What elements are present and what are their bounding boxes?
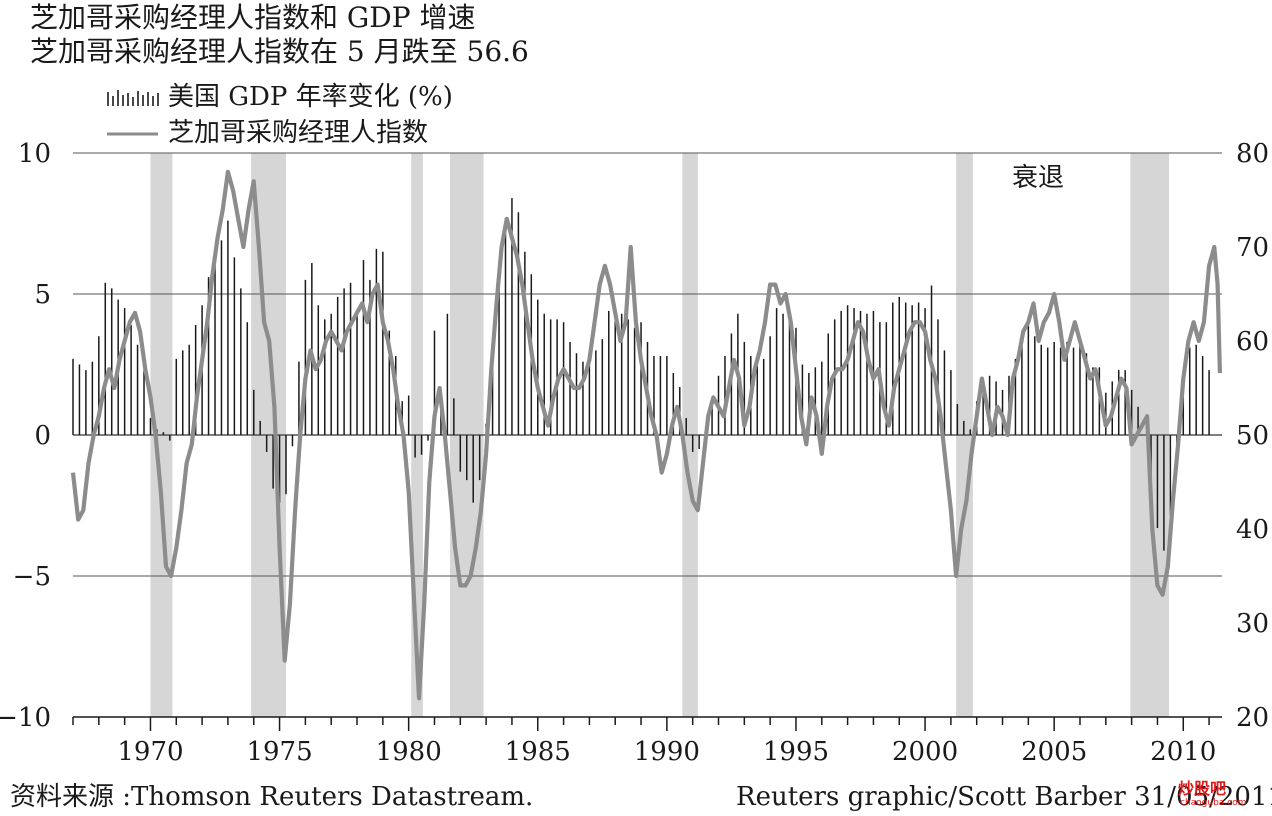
legend-item-gdp: 美国 GDP 年率变化 (%) bbox=[105, 82, 453, 112]
left-tick-label: −5 bbox=[13, 562, 51, 592]
recession-band bbox=[449, 153, 484, 717]
right-tick-label: 80 bbox=[1236, 139, 1269, 169]
bar-legend-icon bbox=[107, 90, 159, 106]
source-note: 资料来源 :Thomson Reuters Datastream. bbox=[10, 782, 534, 812]
legend-item-pmi: 芝加哥采购经理人指数 bbox=[105, 118, 428, 148]
recession-band bbox=[150, 153, 173, 717]
legend-label-gdp: 美国 GDP 年率变化 (%) bbox=[168, 82, 453, 112]
x-tick-label: 2000 bbox=[892, 737, 958, 767]
line-legend-icon bbox=[107, 132, 158, 136]
right-tick-label: 30 bbox=[1236, 609, 1269, 639]
chart-subtitle: 芝加哥采购经理人指数在 5 月跌至 56.6 bbox=[30, 35, 529, 68]
x-tick-label: 2010 bbox=[1150, 737, 1216, 767]
x-tick-label: 1990 bbox=[634, 737, 700, 767]
watermark-logo: 炒股吧 chaoguba.com bbox=[1178, 779, 1247, 809]
recession-band bbox=[1130, 153, 1170, 717]
watermark-text: 炒股吧 bbox=[1178, 779, 1227, 798]
x-tick-label: 1995 bbox=[763, 737, 829, 767]
right-tick-label: 40 bbox=[1236, 515, 1269, 545]
gridlines bbox=[73, 152, 1222, 577]
x-tick-label: 1985 bbox=[505, 737, 571, 767]
pmi-line bbox=[70, 169, 1222, 701]
right-tick-label: 50 bbox=[1236, 421, 1269, 451]
legend-label-pmi: 芝加哥采购经理人指数 bbox=[168, 118, 429, 148]
right-tick-label: 20 bbox=[1236, 703, 1269, 733]
watermark-url: chaoguba.com bbox=[1180, 798, 1247, 808]
left-tick-label: −10 bbox=[0, 703, 51, 733]
gdp-bars bbox=[72, 198, 1210, 551]
chart-title: 芝加哥采购经理人指数和 GDP 增速 bbox=[30, 1, 476, 34]
x-tick-label: 1980 bbox=[376, 737, 442, 767]
x-tick-label: 2005 bbox=[1021, 737, 1087, 767]
x-tick-label: 1970 bbox=[117, 737, 183, 767]
recession-annotation: 衰退 bbox=[1012, 163, 1064, 193]
left-tick-label: 0 bbox=[34, 421, 51, 451]
x-tick-label: 1975 bbox=[246, 737, 312, 767]
recession-bands bbox=[150, 153, 1170, 717]
pmi-series-line bbox=[70, 169, 1222, 701]
recession-band bbox=[956, 153, 973, 717]
recession-band bbox=[411, 153, 423, 717]
left-tick-label: 10 bbox=[18, 139, 51, 169]
right-tick-label: 60 bbox=[1236, 327, 1269, 357]
right-tick-label: 70 bbox=[1236, 233, 1269, 263]
credit-note: Reuters graphic/Scott Barber 31/05/2011 bbox=[736, 782, 1272, 812]
recession-band bbox=[251, 153, 287, 717]
left-tick-label: 5 bbox=[34, 280, 51, 310]
recession-band bbox=[682, 153, 698, 717]
